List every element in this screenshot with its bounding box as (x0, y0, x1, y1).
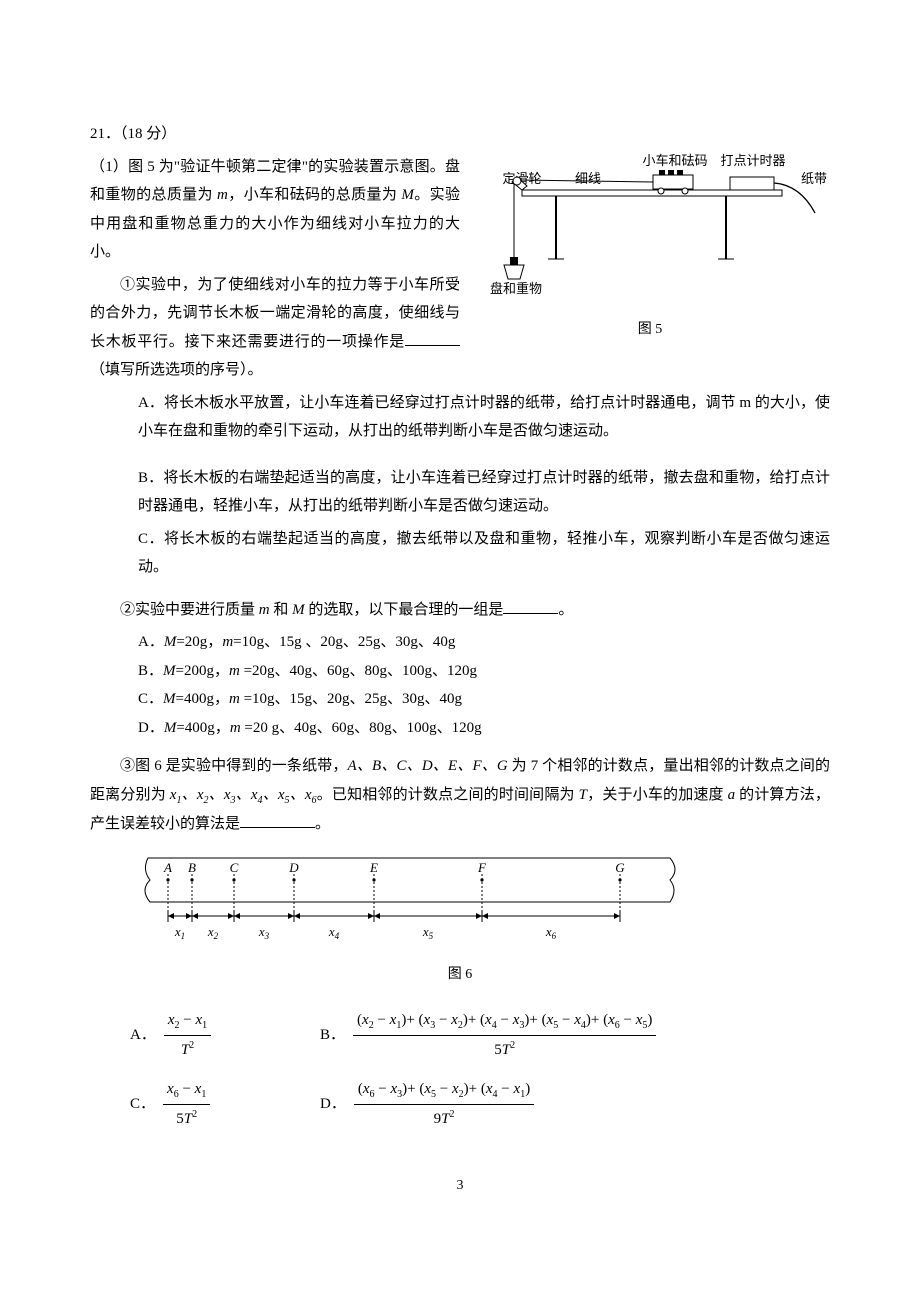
formula-A: A． x2 − x1 T2 (130, 1006, 320, 1065)
question-heading: 21．（18 分） (90, 120, 830, 149)
s2b: B．M=200g，m =20g、40g、60g、80g、100g、120g (138, 663, 477, 679)
sub1-optA: A．将长木板水平放置，让小车连着已经穿过打点计时器的纸带，给打点计时器通电，调节… (138, 389, 830, 446)
s3a: 图 6 是实验中得到的一条纸带， (135, 758, 347, 774)
svg-text:x5: x5 (422, 924, 434, 941)
svg-text:C: C (230, 860, 239, 875)
svg-text:x6: x6 (545, 924, 557, 941)
sub1-optB: B．将长木板的右端垫起适当的高度，让小车连着已经穿过打点计时器的纸带，撤去盘和重… (138, 464, 830, 521)
svg-text:x3: x3 (258, 924, 270, 941)
sub2-optD: D．M=400g，m =20 g、40g、60g、80g、100g、120g (138, 714, 830, 743)
fig5-label-timer: 打点计时器 (720, 153, 785, 168)
sub3-text: ③图 6 是实验中得到的一条纸带，A、B、C、D、E、F、G 为 7 个相邻的计… (90, 752, 830, 838)
s3c: 。已知相邻的计数点之间的时间间隔为 (317, 787, 579, 803)
s3pts: A、B、C、D、E、F、G (348, 758, 508, 774)
sub2-text: ②实验中要进行质量 m 和 M 的选取，以下最合理的一组是 。 (90, 596, 830, 625)
fig5-label-cart: 小车和砝码 (642, 153, 707, 168)
figure-6-svg: A B C D E F G x1 x2 x3 x4 x5 x6 (130, 850, 690, 945)
svg-text:G: G (615, 860, 625, 875)
figure-5: 小车和砝码 打点计时器 定滑轮 细线 纸带 (470, 153, 830, 344)
figure-5-svg: 小车和砝码 打点计时器 定滑轮 细线 纸带 (470, 153, 830, 303)
question-points: （18 分） (120, 126, 176, 142)
figure-6: A B C D E F G x1 x2 x3 x4 x5 x6 (130, 850, 830, 956)
svg-text:x2: x2 (207, 924, 219, 941)
blank-1 (405, 345, 460, 346)
s3T: T (579, 787, 587, 803)
s3tail: 。 (315, 816, 330, 832)
s3xs: x1、x2、x3、x4、x5、x6 (170, 787, 317, 803)
svg-text:x4: x4 (328, 924, 340, 941)
fC-label: C． (130, 1090, 155, 1119)
fig5-label-string: 细线 (575, 171, 601, 186)
blank-3 (240, 827, 315, 828)
sub2-num: ② (120, 602, 135, 618)
sub2-optB: B．M=200g，m =20g、40g、60g、80g、100g、120g (138, 657, 830, 686)
optA-text: A．将长木板水平放置，让小车连着已经穿过打点计时器的纸带，给打点计时器通电，调节… (138, 395, 830, 440)
sub1-a: 实验中，为了使细线对小车的拉力等于小车所受的合外力，先调节长木板一端定滑轮的高度… (90, 277, 460, 350)
blank-2 (503, 613, 558, 614)
sub3-num: ③ (120, 758, 135, 774)
figure-5-caption: 图 5 (470, 317, 830, 344)
svg-text:E: E (369, 860, 378, 875)
s2d: D．M=400g，m =20 g、40g、60g、80g、100g、120g (138, 720, 482, 736)
svg-text:B: B (188, 860, 196, 875)
s3d: ，关于小车的加速度 (587, 787, 728, 803)
fD-label: D． (320, 1090, 346, 1119)
sym-M: M (401, 187, 414, 203)
sub2-optA: A．M=20g，m=10g、15g 、20g、25g、30g、40g (138, 628, 830, 657)
formula-B: B． (x2 − x1)+ (x3 − x2)+ (x4 − x3)+ (x5 … (320, 1006, 656, 1065)
page-number: 3 (90, 1173, 830, 1200)
svg-text:F: F (477, 860, 487, 875)
fig5-label-tape: 纸带 (801, 171, 827, 186)
sub2-optC: C．M=400g，m =10g、15g、20g、25g、30g、40g (138, 685, 830, 714)
s2a: A．M=20g，m=10g、15g 、20g、25g、30g、40g (138, 634, 455, 650)
sub1-optC: C．将长木板的右端垫起适当的高度，撤去纸带以及盘和重物，轻推小车，观察判断小车是… (138, 525, 830, 582)
fB-label: B． (320, 1021, 345, 1050)
sub1-b: （填写所选选项的序号）。 (90, 362, 263, 378)
sym-m: m (217, 187, 228, 203)
optC-text: C．将长木板的右端垫起适当的高度，撤去纸带以及盘和重物，轻推小车，观察判断小车是… (138, 531, 830, 576)
figure-6-caption: 图 6 (90, 962, 830, 989)
formula-row-1: A． x2 − x1 T2 B． (x2 − x1)+ (x3 − x2)+ (… (130, 1006, 830, 1065)
sub2-body: 实验中要进行质量 m 和 M 的选取，以下最合理的一组是 (135, 602, 503, 618)
sub1-num: ① (120, 277, 135, 293)
svg-text:x1: x1 (174, 924, 185, 941)
fig5-label-pan: 盘和重物 (490, 281, 542, 296)
question-number: 21． (90, 126, 120, 142)
optB-text: B．将长木板的右端垫起适当的高度，让小车连着已经穿过打点计时器的纸带，撤去盘和重… (138, 470, 830, 515)
formula-C: C． x6 − x1 5T2 (130, 1075, 320, 1134)
p1-b: ，小车和砝码的总质量为 (228, 187, 402, 203)
fA-label: A． (130, 1021, 156, 1050)
s2c: C．M=400g，m =10g、15g、20g、25g、30g、40g (138, 691, 462, 707)
svg-text:D: D (288, 860, 299, 875)
sub2-tail: 。 (558, 602, 573, 618)
svg-text:A: A (163, 860, 172, 875)
formula-row-2: C． x6 − x1 5T2 D． (x6 − x3)+ (x5 − x2)+ … (130, 1075, 830, 1134)
formula-D: D． (x6 − x3)+ (x5 − x2)+ (x4 − x1) 9T2 (320, 1075, 534, 1134)
